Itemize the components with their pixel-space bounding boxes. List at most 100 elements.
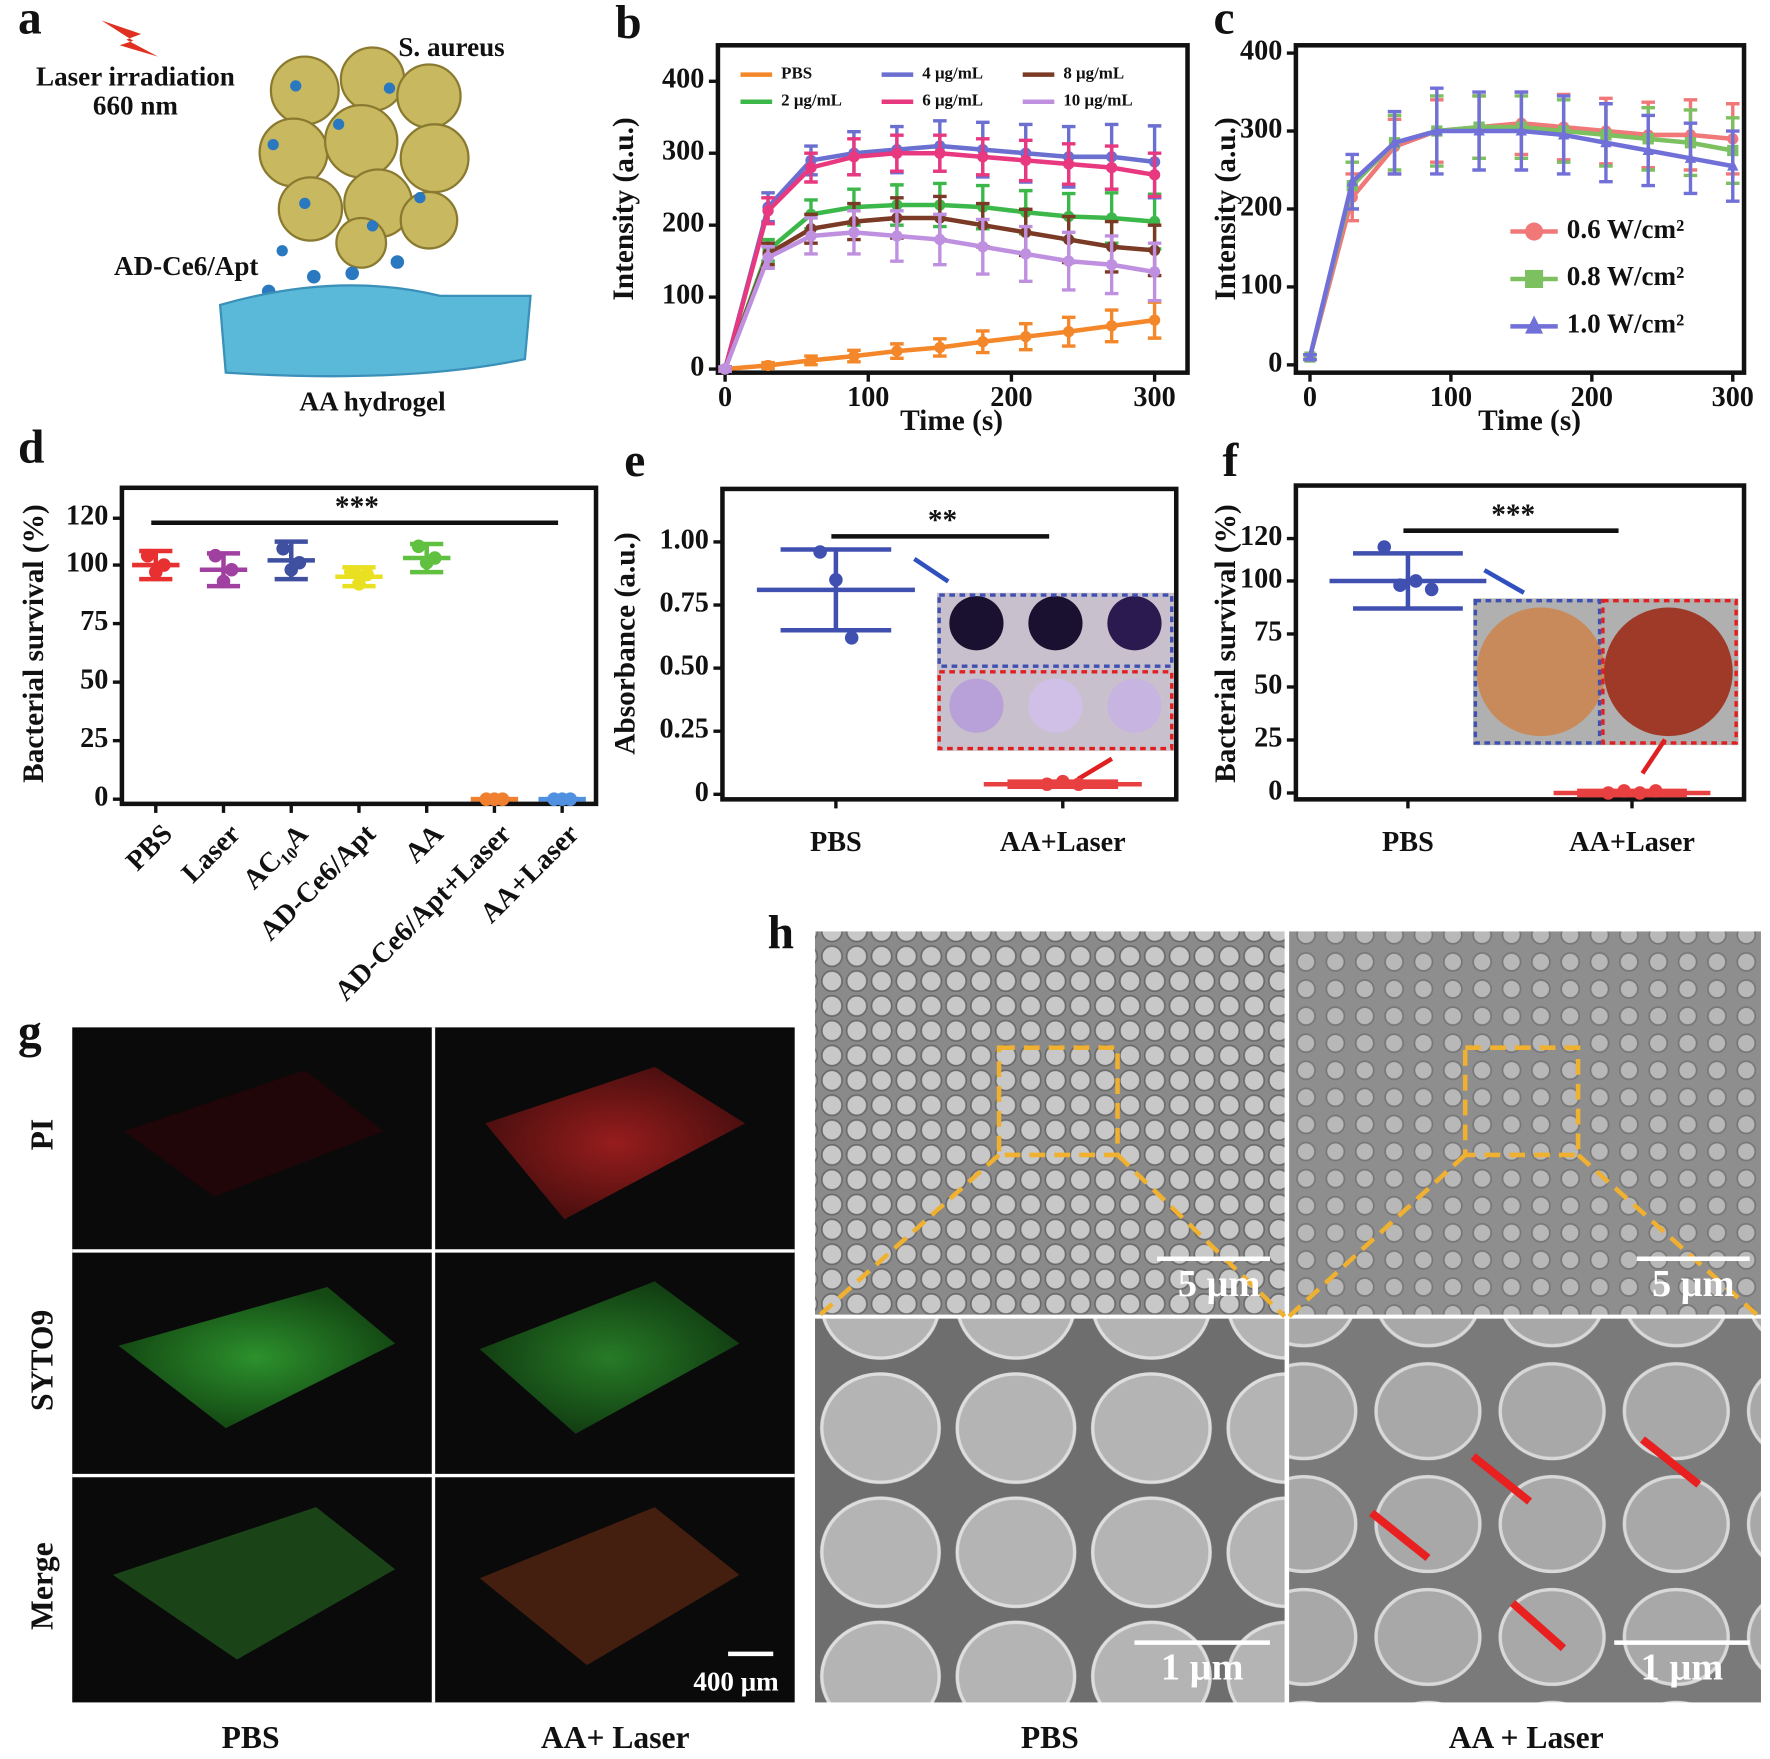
scale-bar-label: 1 μm — [1161, 1647, 1244, 1689]
row-label: PI — [24, 1119, 59, 1151]
y-tick-label: 75 — [1254, 616, 1282, 647]
y-tick-label: 25 — [80, 723, 108, 754]
data-point — [762, 205, 774, 217]
data-point — [934, 341, 946, 354]
data-point — [1040, 777, 1054, 791]
bacteria-cluster — [258, 46, 470, 269]
scale-bar-label: 400 μm — [693, 1667, 779, 1697]
column-label: AA + Laser — [1449, 1720, 1604, 1755]
plot-frame — [715, 43, 1190, 375]
particles — [261, 80, 426, 299]
row-label: Merge — [24, 1542, 59, 1630]
schematic-label: Laser irradiation — [36, 61, 235, 91]
data-point — [1388, 135, 1401, 148]
data-point — [428, 551, 442, 565]
chart: 0 25 50 75 100 120 Bacterial survival (%) PBSLa… — [18, 485, 599, 1007]
y-tick-label: 100 — [662, 280, 704, 311]
data-point — [216, 574, 231, 589]
data-point — [1424, 582, 1439, 597]
data-point — [1148, 169, 1161, 181]
y-tick-label: 50 — [80, 665, 108, 696]
y-tick-label: 120 — [66, 501, 108, 532]
y-tick-label: 100 — [66, 548, 108, 579]
laser-icon — [101, 20, 159, 57]
row-label: SYTO9 — [24, 1310, 59, 1411]
y-axis-title: Absorbance (a.u.) — [609, 532, 641, 754]
significance-label: *** — [1491, 499, 1535, 531]
data-point — [1473, 124, 1485, 136]
data-point — [1727, 159, 1739, 171]
plot-frame — [1293, 483, 1747, 802]
panel-letter: h — [768, 907, 794, 959]
column-label: PBS — [222, 1720, 280, 1755]
data-point — [813, 545, 827, 559]
data-point — [1515, 124, 1528, 136]
plot-frame — [720, 486, 1179, 802]
plot-frame — [119, 485, 599, 807]
data-point — [1071, 777, 1086, 791]
x-axis-title: Time (s) — [900, 405, 1003, 437]
data-point — [140, 548, 155, 563]
data-point — [1063, 158, 1075, 170]
data-point — [1148, 266, 1161, 278]
legend-label: PBS — [781, 64, 812, 83]
data-point — [352, 577, 366, 591]
data-point — [292, 555, 307, 570]
panel-letter: b — [615, 0, 641, 49]
legend-label: 8 μg/mL — [1063, 64, 1124, 83]
data-point — [1684, 151, 1697, 163]
data-point — [891, 230, 903, 242]
data-point — [1063, 326, 1075, 338]
legend-label: 4 μg/mL — [922, 64, 983, 83]
data-point — [829, 573, 843, 587]
data-point — [1346, 174, 1358, 187]
x-tick-label: 100 — [847, 382, 889, 413]
y-tick-label: 200 — [662, 208, 704, 239]
data-point — [224, 562, 239, 577]
data-point — [848, 350, 860, 362]
data-point — [1106, 259, 1118, 271]
inset-photo — [913, 557, 1174, 781]
data-point — [805, 161, 817, 174]
panel-letter: g — [18, 1006, 42, 1058]
y-tick-label: 0.75 — [660, 587, 709, 618]
data-point — [1063, 255, 1075, 267]
legend-marker — [1525, 315, 1544, 334]
schematic-label: AD-Ce6/Apt — [114, 251, 258, 281]
legend-label: 1.0 W/cm² — [1567, 309, 1684, 339]
x-tick-label: 0 — [1303, 382, 1317, 413]
x-tick-label: 200 — [990, 382, 1032, 413]
data-point — [977, 336, 989, 348]
data-point — [762, 359, 774, 372]
data-point — [1558, 128, 1570, 140]
y-axis-title: Bacterial survival (%) — [18, 504, 50, 783]
data-point — [1431, 124, 1443, 136]
error-bar — [1353, 551, 1463, 611]
y-tick-label: 120 — [1240, 521, 1282, 552]
data-point — [848, 226, 860, 239]
x-tick-label: 200 — [1571, 382, 1613, 413]
y-tick-label: 100 — [1240, 269, 1282, 300]
x-tick-label: AA+Laser — [1000, 827, 1126, 858]
y-tick-label: 0 — [1268, 347, 1282, 378]
legend-label: 2 μg/mL — [781, 91, 842, 110]
data-point — [1106, 320, 1118, 332]
data-point — [805, 354, 817, 367]
y-tick-label: 0 — [1268, 775, 1282, 806]
data-point — [891, 345, 903, 357]
x-tick-label: 300 — [1133, 382, 1175, 413]
data-point — [1617, 784, 1631, 798]
column-label: AA+ Laser — [541, 1720, 690, 1755]
scale-bar-label: 1 μm — [1641, 1647, 1724, 1689]
data-point — [1056, 774, 1070, 789]
data-point — [1642, 143, 1654, 156]
column-label: PBS — [1021, 1720, 1079, 1755]
y-tick-label: 0 — [695, 777, 709, 808]
y-tick-label: 400 — [662, 64, 704, 95]
data-point — [1148, 314, 1161, 326]
panel-letter: e — [624, 435, 645, 487]
legend-label: 0.8 W/cm² — [1567, 261, 1684, 291]
x-tick-label: AA+Laser — [1569, 827, 1695, 858]
